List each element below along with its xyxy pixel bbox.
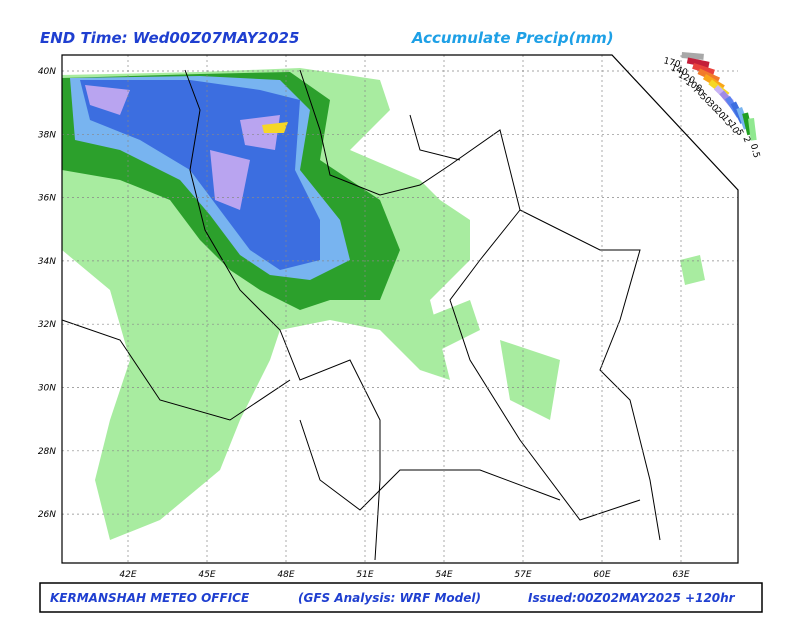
- legend-swatch: [692, 62, 715, 76]
- lat-label: 34N: [38, 257, 56, 267]
- lat-label: 32N: [38, 320, 56, 330]
- lat-label: 30N: [38, 384, 56, 394]
- product-title: Accumulate Precip(mm): [411, 29, 614, 47]
- legend-label: 170: [662, 56, 681, 70]
- lat-label: 38N: [38, 130, 56, 140]
- issued: Issued:00Z02MAY2025 +120hr: [528, 591, 736, 605]
- lon-label: 57E: [514, 570, 531, 580]
- lon-label: 54E: [435, 570, 452, 580]
- footer-box: [39, 582, 763, 613]
- office: KERMANSHAH METEO OFFICE: [50, 591, 250, 605]
- legend-label: 5: [733, 128, 744, 137]
- legend-label: 0.5: [748, 143, 761, 159]
- lat-label: 36N: [38, 194, 56, 204]
- axis-labels: 40N 38N 36N 34N 32N 30N 28N 26N 42E 45E 48E 51E 54E 5…: [38, 67, 690, 580]
- lon-label: 42E: [119, 570, 136, 580]
- lat-label: 28N: [38, 447, 56, 457]
- lon-label: 45E: [198, 570, 215, 580]
- lat-label: 26N: [38, 510, 56, 520]
- legend-swatch: [681, 51, 704, 60]
- legend-swatch: [686, 57, 710, 68]
- lat-label: 40N: [38, 67, 56, 77]
- legend-label: 2: [740, 135, 751, 144]
- lon-label: 51E: [356, 570, 373, 580]
- end-time: END Time: Wed00Z07MAY2025: [40, 29, 299, 47]
- map-frame: [61, 54, 739, 564]
- legend-swatch: [748, 118, 757, 141]
- lon-label: 63E: [672, 570, 689, 580]
- lon-label: 48E: [277, 570, 294, 580]
- precip-field: [62, 68, 705, 540]
- boundaries: [61, 69, 661, 561]
- lon-label: 60E: [593, 570, 610, 580]
- model: (GFS Analysis: WRF Model): [298, 591, 481, 605]
